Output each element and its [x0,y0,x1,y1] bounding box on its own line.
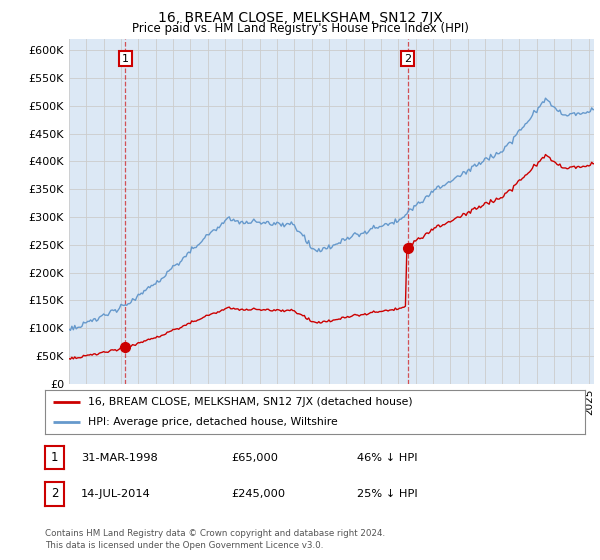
Text: 14-JUL-2014: 14-JUL-2014 [81,489,151,499]
Text: 1: 1 [51,451,58,464]
Text: 2: 2 [404,54,411,64]
Text: 16, BREAM CLOSE, MELKSHAM, SN12 7JX: 16, BREAM CLOSE, MELKSHAM, SN12 7JX [158,11,442,25]
Text: 2: 2 [51,487,58,501]
Text: Price paid vs. HM Land Registry's House Price Index (HPI): Price paid vs. HM Land Registry's House … [131,22,469,35]
Text: 25% ↓ HPI: 25% ↓ HPI [357,489,418,499]
Text: £245,000: £245,000 [231,489,285,499]
Text: £65,000: £65,000 [231,452,278,463]
Text: 46% ↓ HPI: 46% ↓ HPI [357,452,418,463]
Text: Contains HM Land Registry data © Crown copyright and database right 2024.
This d: Contains HM Land Registry data © Crown c… [45,529,385,550]
Text: 1: 1 [122,54,129,64]
Text: HPI: Average price, detached house, Wiltshire: HPI: Average price, detached house, Wilt… [88,417,338,427]
Text: 16, BREAM CLOSE, MELKSHAM, SN12 7JX (detached house): 16, BREAM CLOSE, MELKSHAM, SN12 7JX (det… [88,397,413,407]
Text: 31-MAR-1998: 31-MAR-1998 [81,452,158,463]
